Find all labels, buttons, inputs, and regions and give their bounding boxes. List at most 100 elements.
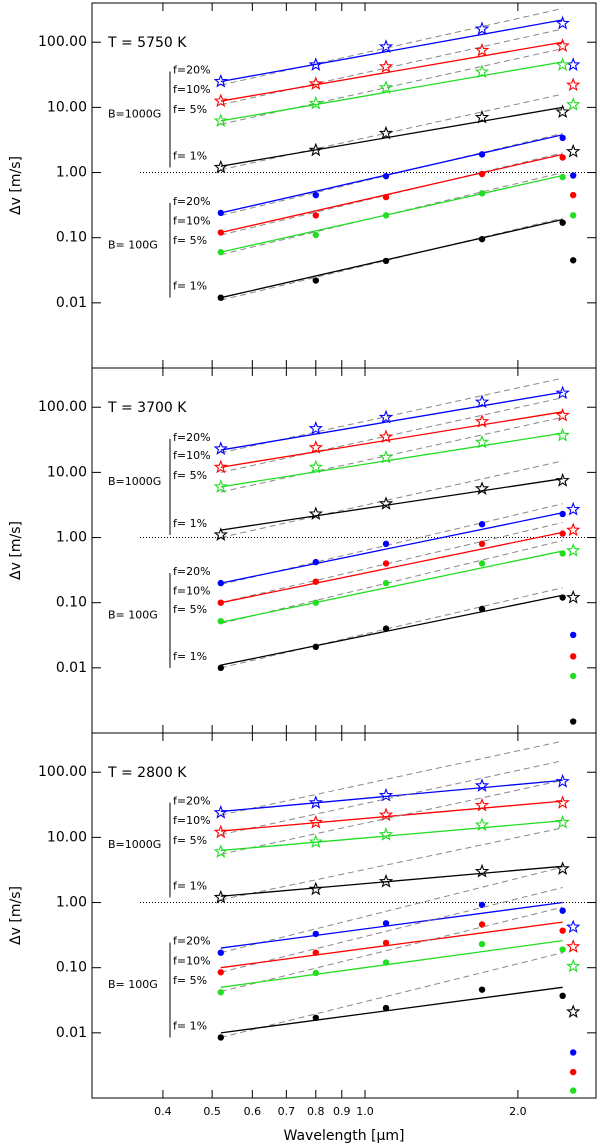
dot-marker [312,231,319,239]
panel-title: T = 3700 K [107,400,187,416]
star-marker [213,441,228,455]
dot-marker [478,151,486,158]
y-tick-label: 10.00 [47,829,87,845]
star-marker [378,449,394,464]
star-marker [555,407,570,422]
star-marker [566,143,581,158]
star-marker [566,97,581,111]
series-label: f= 5% [173,974,207,987]
model-line [220,7,563,86]
star-marker [213,844,228,858]
dot-marker [217,949,224,956]
series-label: f=20% [173,795,211,808]
y-tick-label: 1.00 [56,165,87,181]
y-axis-label: Δv [m/s] [8,521,24,580]
fit-line [220,106,563,167]
star-marker [555,385,570,400]
star-marker [213,159,228,174]
star-marker [308,95,323,110]
fit-line [220,531,563,604]
fit-line [220,134,563,214]
star-marker [308,881,323,896]
y-tick-label: 1.00 [56,895,87,911]
star-marker [566,501,581,516]
dot-marker [382,939,390,947]
dot-marker [559,927,566,934]
dot-marker [382,959,390,966]
dot-marker [569,172,577,179]
x-tick-label: 0.4 [154,1105,172,1118]
dot-marker [312,578,319,585]
star-marker [378,80,394,94]
group-label: B= 100G [108,238,158,251]
y-axis-label: Δv [m/s] [8,156,24,215]
fit-line [220,478,563,531]
star-marker [566,522,581,537]
star-marker [474,481,490,495]
dot-marker [217,969,224,976]
fit-line [220,411,563,468]
y-tick-label: 0.10 [56,960,87,976]
star-marker [308,834,323,849]
fit-line [220,940,563,988]
fit-line [220,865,563,897]
star-marker [555,57,570,71]
series-label: f=10% [173,954,211,967]
series-label: f=10% [173,215,211,228]
fit-line [220,820,563,852]
fit-line [220,901,563,949]
plot-frame [91,732,597,1099]
series-label: f= 1% [173,517,207,530]
dot-marker [382,193,390,201]
dot-marker [312,277,319,284]
series-label: f= 5% [173,603,207,616]
dot-marker [559,510,566,518]
fit-line [220,19,563,83]
star-marker [474,394,490,409]
y-tick-label: 0.01 [56,295,87,311]
dot-marker [478,940,486,948]
dot-marker [569,1087,577,1094]
dot-marker [312,558,319,566]
panel-title: T = 5750 K [107,35,187,51]
star-marker [308,57,323,71]
dot-marker [559,550,566,557]
series-label: f= 1% [173,280,207,293]
star-marker [555,472,570,487]
model-line [220,28,563,106]
dot-marker [478,235,486,243]
dot-marker [478,560,486,567]
model-line [220,779,563,855]
series-label: f=20% [173,431,211,444]
group-label: B=1000G [108,838,161,851]
dot-marker [478,190,486,197]
dot-marker [312,949,319,956]
star-marker [555,861,570,875]
fit-line [220,986,563,1034]
dot-marker [312,969,319,977]
star-marker [213,93,228,108]
fit-line [220,218,563,299]
star-marker [566,958,581,973]
y-tick-label: 0.10 [56,230,87,246]
series-label: f= 5% [173,234,207,247]
panel-title: T = 2800 K [107,765,187,781]
star-marker [555,773,570,788]
dot-marker [217,294,224,301]
series-label: f=20% [173,195,211,208]
star-marker [474,414,490,428]
x-tick-label: 0.6 [244,1105,262,1118]
star-marker [566,939,581,953]
star-marker [378,429,394,444]
fit-line [220,153,563,234]
dot-marker [569,631,577,639]
dot-marker [217,248,224,256]
dot-marker [569,1068,577,1076]
star-marker [474,109,490,124]
series-label: f=20% [173,63,211,76]
dot-marker [559,219,566,226]
star-marker [213,889,228,904]
star-marker [566,77,581,92]
dot-marker [217,664,224,672]
dot-marker [312,599,319,606]
